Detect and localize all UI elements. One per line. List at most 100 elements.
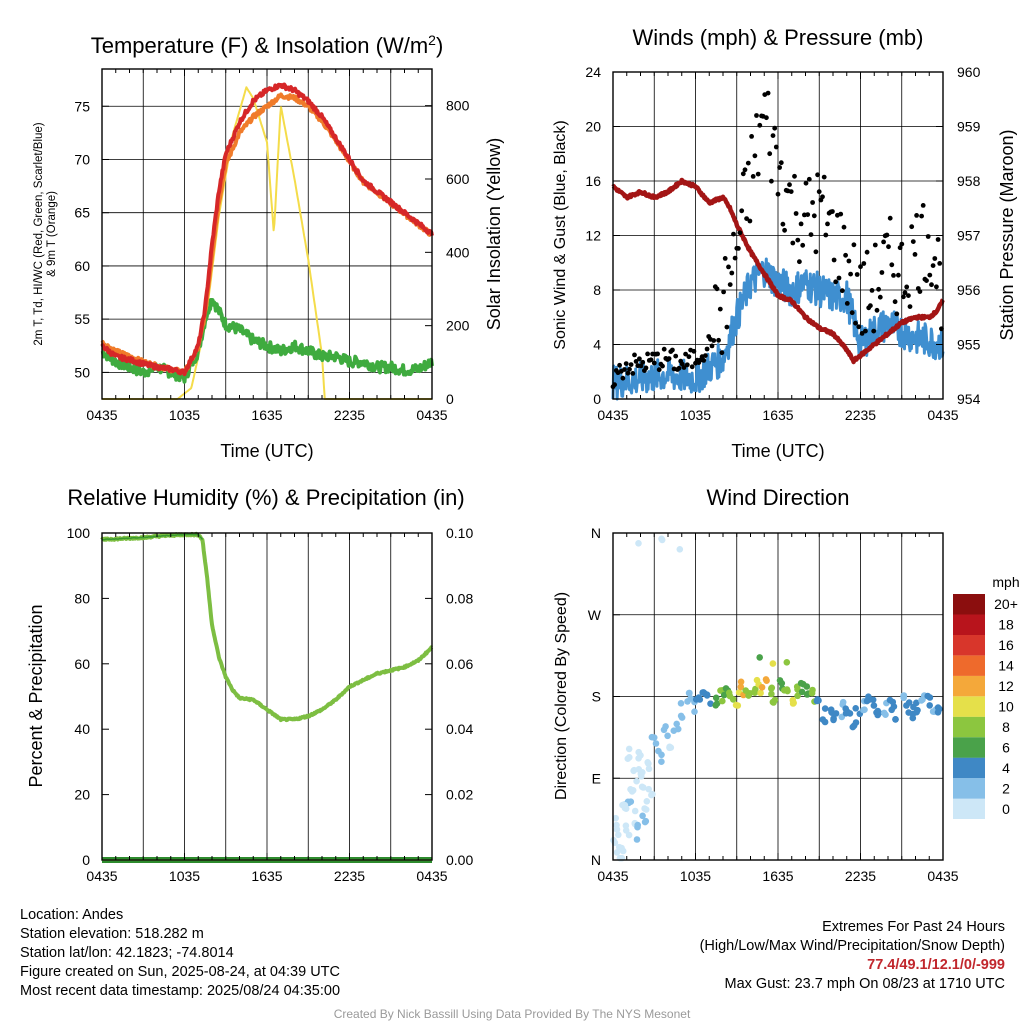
gust-point (881, 239, 886, 245)
gust-point (632, 352, 637, 358)
gust-point (722, 256, 728, 261)
right-tick-label: 0.04 (446, 721, 473, 737)
x-tick-label: 1635 (251, 868, 282, 884)
gust-point (622, 367, 627, 372)
gust-point (811, 213, 817, 219)
colorbar-swatch (953, 594, 985, 615)
gust-point (660, 363, 665, 369)
x-tick-label: 0435 (927, 868, 958, 884)
x-tick-label: 2235 (845, 407, 876, 423)
gust-point (757, 122, 763, 128)
right-tick-label: 0.08 (446, 590, 473, 606)
gust-point (617, 362, 622, 368)
direction-point (638, 783, 646, 791)
figure-created: Figure created on Sun, 2025-08-24, at 04… (20, 964, 340, 980)
gust-point (775, 191, 781, 197)
colorbar-label: 4 (1002, 760, 1010, 776)
gust-point (800, 242, 806, 248)
right-tick-label: 959 (957, 119, 981, 135)
gust-point (765, 90, 771, 96)
y-tick-label: 24 (585, 64, 601, 80)
gust-point (782, 227, 787, 233)
direction-point (934, 704, 942, 711)
x-tick-label: 1635 (251, 407, 282, 423)
gust-point (820, 194, 825, 200)
gust-point (742, 167, 748, 173)
gust-point (910, 239, 916, 245)
gust-point (815, 172, 820, 178)
direction-point (861, 706, 868, 713)
gust-point (894, 311, 900, 317)
colorbar-swatch (953, 675, 985, 697)
gust-point (907, 304, 913, 309)
gust-point (703, 353, 708, 358)
direction-point (633, 836, 641, 843)
right-tick-label: 0 (446, 391, 454, 407)
gust-point (790, 240, 796, 246)
direction-point (763, 677, 770, 684)
direction-point (882, 711, 889, 718)
x-tick-label: 1635 (762, 868, 793, 884)
gust-point (853, 320, 858, 326)
humidity-grid (142, 533, 392, 860)
direction-point (832, 710, 840, 717)
gust-point (770, 133, 776, 139)
gust-point (793, 211, 799, 216)
temperature-ticks: 0435 1035 1635 2235 0435 50 55 60 65 70 75 0 200 400 6… (74, 69, 470, 423)
gust-point (874, 307, 880, 313)
series-line-relative-humidity-dark (102, 533, 204, 541)
direction-point (913, 699, 920, 707)
gust-point (927, 272, 933, 278)
station-info: Location: Andes Station elevation: 518.2… (20, 906, 340, 1001)
gust-point (655, 351, 660, 357)
gust-point (745, 160, 751, 166)
gust-point (709, 343, 715, 349)
gust-point (844, 301, 850, 306)
direction-point (645, 785, 652, 793)
gust-point (732, 255, 738, 261)
direction-point (615, 831, 622, 839)
gust-point (925, 234, 931, 239)
direction-point (869, 696, 877, 704)
direction-point (886, 696, 894, 704)
colorbar-swatch (953, 737, 985, 758)
gust-point (930, 263, 936, 268)
gust-point (937, 261, 943, 266)
y-tick-label: 20 (585, 119, 601, 135)
gust-point (736, 246, 741, 251)
direction-point (678, 714, 686, 721)
gust-point (886, 244, 891, 250)
right-tick-label: 800 (446, 98, 470, 114)
gust-point (648, 357, 654, 363)
x-tick-label: 2235 (845, 868, 876, 884)
gust-point (797, 259, 802, 265)
y-tick-label: N (591, 525, 601, 541)
direction-point (658, 536, 666, 544)
gust-point (912, 252, 918, 257)
direction-point (628, 788, 636, 795)
gust-point (749, 134, 754, 139)
gust-point (656, 367, 662, 373)
gust-point (808, 232, 814, 238)
x-tick-label: 0435 (416, 407, 447, 423)
gust-point (848, 271, 853, 277)
gust-point (879, 270, 885, 275)
y-tick-label: 4 (593, 337, 601, 353)
colorbar-swatch (953, 614, 985, 635)
direction-point (830, 716, 837, 724)
direction-point (819, 716, 827, 723)
wind-direction-panel: Wind Direction 0435 1035 1635 2235 0435NESWN… (553, 485, 1020, 884)
direction-point (821, 705, 829, 712)
temperature-panel-title: Temperature (F) & Insolation (W/m2) (91, 32, 444, 58)
wind-direction-points (610, 535, 943, 862)
gust-point (787, 182, 792, 188)
max-gust: Max Gust: 23.7 mph On 08/23 at 1710 UTC (724, 976, 1005, 992)
gust-point (805, 212, 811, 218)
y-tick-label: 50 (74, 364, 90, 380)
gust-point (798, 221, 804, 227)
direction-point (670, 727, 678, 734)
direction-point (776, 677, 784, 684)
gust-point (625, 370, 631, 376)
x-tick-label: 1035 (169, 868, 200, 884)
